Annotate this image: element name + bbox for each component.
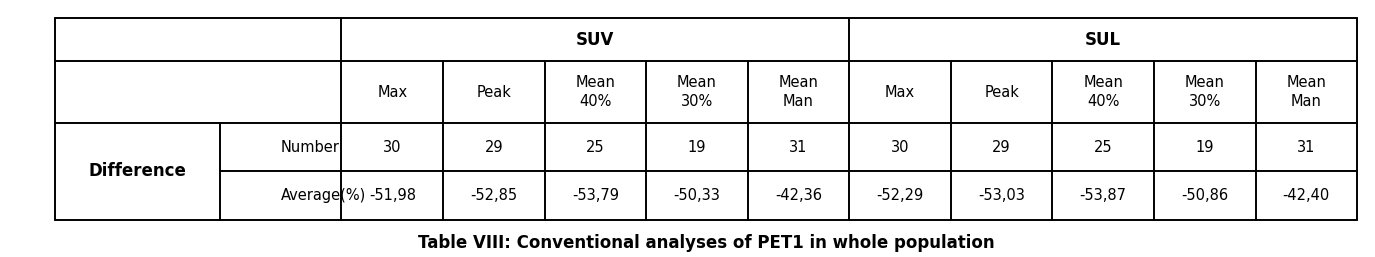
Text: Mean: Mean — [1185, 75, 1225, 90]
Text: -50,86: -50,86 — [1181, 188, 1228, 203]
Text: 29: 29 — [484, 140, 503, 155]
Bar — [850, 123, 952, 171]
Text: Peak: Peak — [476, 85, 512, 100]
Bar — [646, 123, 748, 171]
Bar — [544, 61, 646, 123]
Text: 31: 31 — [1297, 140, 1316, 155]
Text: -53,79: -53,79 — [572, 188, 619, 203]
Text: -42,40: -42,40 — [1283, 188, 1330, 203]
Text: Man: Man — [784, 95, 814, 109]
Bar — [443, 123, 544, 171]
Text: SUL: SUL — [1085, 31, 1121, 49]
Bar — [55, 123, 220, 220]
Text: Mean: Mean — [576, 75, 616, 90]
Bar — [1255, 123, 1357, 171]
Bar — [220, 123, 341, 171]
Bar — [544, 123, 646, 171]
Text: Man: Man — [1291, 95, 1321, 109]
Text: Difference: Difference — [89, 162, 187, 180]
Text: 30: 30 — [384, 140, 402, 155]
Bar — [443, 171, 544, 220]
Text: 30%: 30% — [681, 95, 714, 109]
Text: Mean: Mean — [778, 75, 818, 90]
Bar — [748, 123, 850, 171]
Text: Table VIII: Conventional analyses of PET1 in whole population: Table VIII: Conventional analyses of PET… — [418, 234, 994, 252]
Bar — [646, 61, 748, 123]
Text: Max: Max — [886, 85, 916, 100]
Bar — [850, 61, 952, 123]
Text: 29: 29 — [993, 140, 1011, 155]
Bar — [748, 61, 850, 123]
Bar — [748, 171, 850, 220]
Text: -42,36: -42,36 — [775, 188, 822, 203]
Text: -53,03: -53,03 — [978, 188, 1026, 203]
Text: SUV: SUV — [576, 31, 615, 49]
Bar — [1255, 61, 1357, 123]
Bar — [220, 171, 341, 220]
Bar — [1052, 123, 1154, 171]
Bar — [951, 171, 1052, 220]
Text: 30%: 30% — [1188, 95, 1221, 109]
Bar — [544, 171, 646, 220]
Bar — [55, 18, 1357, 220]
Bar — [1154, 61, 1255, 123]
Bar — [646, 171, 748, 220]
Text: -52,85: -52,85 — [470, 188, 517, 203]
Text: 31: 31 — [789, 140, 807, 155]
Text: 25: 25 — [1094, 140, 1112, 155]
Text: Mean: Mean — [676, 75, 716, 90]
Bar — [951, 123, 1052, 171]
Bar — [55, 61, 341, 123]
Text: 19: 19 — [688, 140, 707, 155]
Text: Max: Max — [377, 85, 407, 100]
Text: 40%: 40% — [579, 95, 612, 109]
Bar — [850, 171, 952, 220]
Bar — [341, 61, 443, 123]
Text: -51,98: -51,98 — [368, 188, 415, 203]
Bar — [1154, 171, 1255, 220]
Text: Number: Number — [280, 140, 340, 155]
Text: -50,33: -50,33 — [674, 188, 720, 203]
Bar — [341, 18, 850, 61]
Text: 40%: 40% — [1088, 95, 1119, 109]
Bar — [1255, 171, 1357, 220]
Text: -53,87: -53,87 — [1079, 188, 1126, 203]
Text: Average(%): Average(%) — [280, 188, 366, 203]
Text: Mean: Mean — [1287, 75, 1327, 90]
Bar — [1154, 123, 1255, 171]
Text: 25: 25 — [586, 140, 605, 155]
Bar — [850, 18, 1357, 61]
Text: Peak: Peak — [984, 85, 1019, 100]
Text: 19: 19 — [1195, 140, 1214, 155]
Bar — [443, 61, 544, 123]
Bar — [341, 123, 443, 171]
Bar — [1052, 171, 1154, 220]
Bar — [55, 18, 341, 61]
Text: -52,29: -52,29 — [876, 188, 924, 203]
Text: Mean: Mean — [1084, 75, 1123, 90]
Text: 30: 30 — [891, 140, 909, 155]
Bar — [1052, 61, 1154, 123]
Bar — [951, 61, 1052, 123]
Bar — [341, 171, 443, 220]
